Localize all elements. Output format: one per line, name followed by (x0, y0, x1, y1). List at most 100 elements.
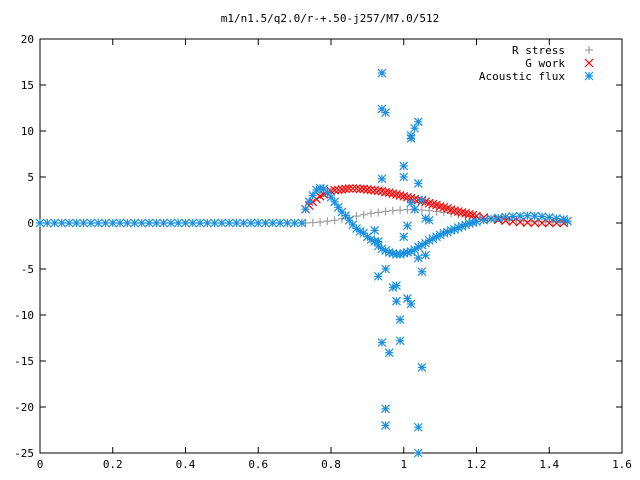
data-point (282, 218, 292, 228)
data-point (392, 296, 401, 306)
data-point (224, 218, 234, 228)
data-point (181, 218, 190, 228)
y-tick-label: 20 (21, 33, 34, 46)
data-point (381, 420, 390, 430)
x-tick: 1.2 (467, 39, 486, 471)
data-point (424, 215, 434, 225)
legend-entry: G work (525, 57, 594, 70)
data-point (523, 211, 532, 221)
data-point (355, 184, 365, 194)
data-point (530, 218, 540, 228)
data-point (202, 218, 212, 228)
legend-entry: R stress (512, 44, 593, 57)
data-point (413, 253, 423, 263)
data-point (413, 422, 423, 432)
data-point (301, 204, 310, 214)
data-point (359, 210, 368, 219)
y-tick: -20 (14, 401, 622, 414)
x-tick-label: 0 (37, 458, 44, 471)
y-tick-label: -25 (14, 447, 34, 460)
data-point (108, 218, 118, 228)
data-point (64, 218, 74, 228)
legend-marker (584, 71, 594, 81)
y-tick: 15 (21, 79, 622, 92)
data-point (130, 218, 139, 228)
x-tick-label: 1 (400, 458, 407, 471)
data-point (381, 207, 390, 216)
data-point (486, 214, 496, 224)
data-point (355, 226, 365, 236)
data-point (246, 218, 256, 228)
data-point (359, 184, 369, 194)
data-point (275, 218, 285, 228)
data-point (421, 250, 430, 260)
x-tick: 0.6 (248, 39, 268, 471)
data-point (381, 404, 390, 414)
x-tick-label: 0.6 (248, 458, 268, 471)
data-point (381, 108, 390, 118)
data-point (388, 206, 397, 215)
data-point (333, 202, 343, 212)
data-point (377, 174, 387, 184)
data-point (341, 211, 350, 221)
data-point (523, 218, 532, 227)
data-point (373, 236, 383, 246)
x-tick: 0.8 (321, 39, 341, 471)
data-point (57, 218, 67, 228)
data-point (501, 212, 511, 222)
y-tick: -15 (14, 355, 622, 368)
data-point (261, 218, 270, 228)
data-point (210, 218, 220, 228)
data-point (352, 212, 361, 221)
data-point (432, 232, 441, 242)
data-point (137, 218, 147, 228)
data-point (392, 281, 401, 290)
legend-label: R stress (512, 44, 565, 57)
data-point (308, 218, 317, 227)
data-point (373, 186, 383, 196)
data-point (413, 448, 423, 458)
legend-label: G work (525, 57, 565, 70)
legend-label: Acoustic flux (479, 70, 565, 83)
data-point (341, 184, 350, 194)
data-point (537, 218, 547, 228)
data-point (188, 218, 198, 228)
data-point (384, 348, 394, 358)
x-tick-label: 0.2 (103, 458, 123, 471)
data-point (417, 267, 427, 277)
data-point (173, 218, 183, 228)
x-tick: 0.4 (176, 39, 196, 471)
data-point (330, 197, 340, 207)
data-point (239, 218, 249, 228)
data-point (348, 184, 358, 193)
data-point (406, 299, 416, 309)
data-point (35, 218, 45, 228)
data-point (326, 192, 336, 202)
data-point (344, 215, 354, 225)
data-point (406, 198, 416, 208)
y-tick-label: 0 (27, 217, 34, 230)
data-point (253, 218, 263, 228)
y-tick: -5 (21, 263, 622, 276)
data-point (432, 207, 441, 216)
data-point (537, 212, 547, 221)
y-tick-label: -15 (14, 355, 34, 368)
data-point (406, 133, 416, 143)
data-point (323, 217, 332, 226)
data-point (381, 264, 390, 274)
data-point (399, 172, 409, 182)
data-point (417, 363, 427, 372)
data-point (86, 218, 96, 228)
data-point (373, 271, 383, 281)
data-point (159, 218, 169, 228)
data-point (290, 218, 300, 228)
x-tick: 1.6 (612, 39, 632, 471)
data-point (166, 218, 176, 228)
data-point (316, 218, 325, 227)
data-point (399, 232, 409, 242)
x-tick-label: 1.4 (539, 458, 559, 471)
data-point (472, 217, 481, 227)
data-point (399, 161, 409, 171)
